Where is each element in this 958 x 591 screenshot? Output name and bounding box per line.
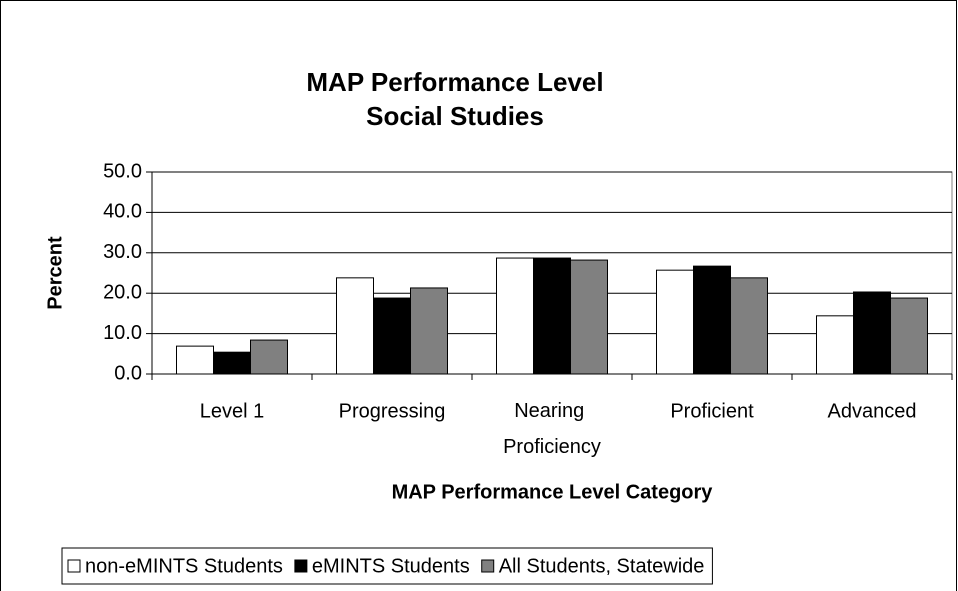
y-tick-label: 50.0 <box>103 160 142 182</box>
bar <box>816 315 854 375</box>
legend-box <box>61 547 713 585</box>
bar <box>336 277 374 375</box>
bar <box>890 297 928 375</box>
y-tick-label: 0.0 <box>114 362 142 384</box>
bar <box>730 277 768 375</box>
y-tick-label: 40.0 <box>103 201 142 223</box>
legend-swatch <box>481 559 495 573</box>
bar <box>410 287 448 375</box>
bar <box>693 265 731 375</box>
legend-label: All Students, Statewide <box>499 555 705 577</box>
legend-swatch <box>67 559 81 573</box>
bar <box>176 345 214 375</box>
y-axis-label: Percent <box>44 236 66 310</box>
bar <box>656 269 694 375</box>
legend-swatch <box>294 559 308 573</box>
chart-subtitle: Social Studies <box>366 101 544 131</box>
y-tick-label: 10.0 <box>103 322 142 344</box>
x-tick-label: Proficient <box>670 400 754 422</box>
chart-title: MAP Performance Level <box>306 67 603 97</box>
y-tick-label: 20.0 <box>103 281 142 303</box>
x-tick-label: Advanced <box>828 400 917 422</box>
bar <box>250 339 288 375</box>
x-tick-label: Progressing <box>339 400 446 422</box>
y-tick-label: 30.0 <box>103 241 142 263</box>
bar <box>213 351 251 375</box>
x-axis-label: MAP Performance Level Category <box>392 481 714 503</box>
x-tick-label: Nearing Proficiency <box>503 400 601 458</box>
bar <box>533 257 571 375</box>
x-tick-label: Level 1 <box>200 400 265 422</box>
bar <box>373 297 411 375</box>
bar <box>570 259 608 375</box>
legend-label: non-eMINTS Students <box>85 555 283 577</box>
legend-label: eMINTS Students <box>312 555 470 577</box>
bar <box>853 291 891 375</box>
bar <box>496 257 534 375</box>
